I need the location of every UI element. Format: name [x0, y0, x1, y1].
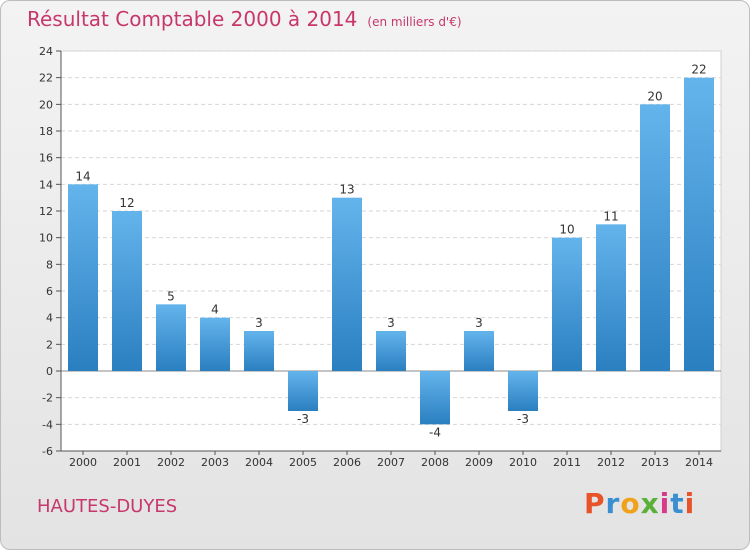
x-tick-label: 2005: [289, 456, 317, 469]
bar: [684, 77, 714, 372]
logo-letter: o: [620, 487, 641, 520]
y-tick-label: -4: [42, 418, 53, 431]
location-name: HAUTES-DUYES: [37, 496, 178, 517]
bar: [596, 224, 626, 371]
data-label: 22: [691, 63, 706, 77]
bar: [508, 371, 538, 411]
title-text: Résultat Comptable 2000 à 2014: [27, 7, 358, 31]
y-tick-label: 6: [46, 285, 53, 298]
x-tick-label: 2008: [421, 456, 449, 469]
data-label: 3: [475, 316, 483, 330]
x-tick-label: 2004: [245, 456, 273, 469]
data-label: 20: [647, 89, 662, 103]
bar: [464, 331, 494, 371]
data-label: -3: [297, 412, 309, 426]
bar: [156, 304, 186, 371]
y-tick-label: 18: [39, 125, 53, 138]
x-tick-label: 2012: [597, 456, 625, 469]
data-label: 11: [603, 209, 618, 223]
bar: [640, 104, 670, 371]
x-tick-label: 2003: [201, 456, 229, 469]
data-label: 3: [255, 316, 263, 330]
data-label: 13: [339, 183, 354, 197]
data-label: 4: [211, 303, 219, 317]
chart-subtitle: (en milliers d'€): [367, 15, 462, 29]
x-tick-label: 2013: [641, 456, 669, 469]
y-tick-label: -6: [42, 445, 53, 458]
logo-letter: P: [584, 487, 606, 520]
x-tick-label: 2006: [333, 456, 361, 469]
logo-letter: i: [659, 487, 671, 520]
bar: [376, 331, 406, 371]
data-label: 12: [119, 196, 134, 210]
logo-letter: t: [670, 487, 685, 520]
y-tick-label: -2: [42, 392, 53, 405]
data-label: -4: [429, 425, 441, 439]
x-tick-label: 2000: [69, 456, 97, 469]
bar: [68, 184, 98, 371]
y-tick-label: 24: [39, 45, 53, 58]
x-tick-label: 2011: [553, 456, 581, 469]
data-label: 10: [559, 223, 574, 237]
bar: [288, 371, 318, 411]
data-label: 5: [167, 289, 175, 303]
x-axis: 2000 2001 2002 2003 2004 2005 2006 2007 2008 2009…: [61, 450, 721, 469]
data-label: 14: [75, 169, 90, 183]
x-tick-label: 2007: [377, 456, 405, 469]
proxiti-logo: Proxiti: [584, 487, 695, 520]
y-tick-label: 2: [46, 338, 53, 351]
data-label: 3: [387, 316, 395, 330]
y-tick-label: 0: [46, 365, 53, 378]
logo-letter: i: [684, 487, 696, 520]
bar: [420, 371, 450, 425]
bar: [552, 237, 582, 371]
x-tick-label: 2002: [157, 456, 185, 469]
y-tick-label: 16: [39, 152, 53, 165]
bars: 14 12 5 4 3 -3 13 3 -4 3 -3 10 11 20 22: [68, 63, 714, 439]
data-label: -3: [517, 412, 529, 426]
bar: [112, 211, 142, 371]
chart-title: Résultat Comptable 2000 à 2014 (en millie…: [27, 7, 462, 31]
y-tick-label: 10: [39, 232, 53, 245]
x-tick-label: 2014: [685, 456, 713, 469]
logo-letter: r: [605, 487, 621, 520]
y-tick-label: 14: [39, 178, 53, 191]
x-tick-label: 2009: [465, 456, 493, 469]
bar: [332, 197, 362, 371]
x-tick-label: 2001: [113, 456, 141, 469]
bar: [200, 317, 230, 371]
y-tick-label: 4: [46, 312, 53, 325]
bar: [244, 331, 274, 371]
y-tick-label: 12: [39, 205, 53, 218]
y-tick-label: 22: [39, 72, 53, 85]
y-tick-label: 20: [39, 98, 53, 111]
y-tick-label: 8: [46, 258, 53, 271]
x-tick-label: 2010: [509, 456, 537, 469]
logo-letter: x: [640, 487, 660, 520]
